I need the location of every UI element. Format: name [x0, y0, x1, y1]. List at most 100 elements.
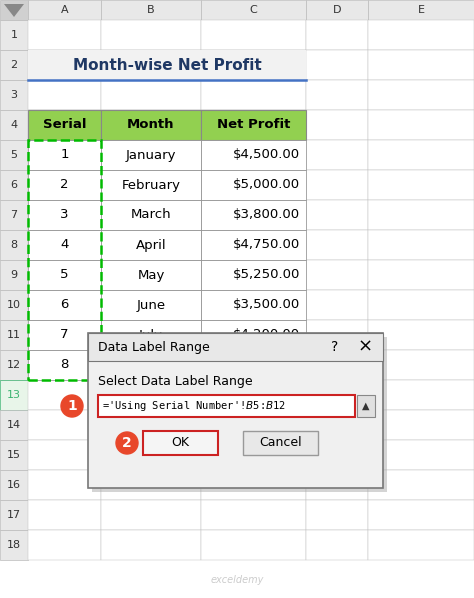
Bar	[201, 290, 306, 320]
Bar	[368, 410, 474, 440]
Bar	[28, 410, 101, 440]
Text: 6: 6	[60, 298, 69, 312]
Bar	[28, 0, 101, 20]
Bar	[101, 290, 201, 320]
Bar	[101, 200, 201, 230]
Bar	[306, 50, 368, 80]
Text: $4,600.00: $4,600.00	[233, 358, 300, 371]
Text: OK: OK	[172, 437, 190, 450]
Bar	[28, 110, 101, 140]
Bar	[28, 140, 101, 170]
Bar	[28, 350, 101, 380]
Bar	[306, 380, 368, 410]
Text: Cancel: Cancel	[259, 437, 302, 450]
Bar	[101, 350, 201, 380]
Text: August: August	[128, 358, 174, 371]
Text: 2: 2	[60, 178, 69, 191]
Bar	[101, 290, 201, 320]
Bar	[368, 200, 474, 230]
Text: D: D	[333, 5, 341, 15]
Bar	[101, 170, 201, 200]
Bar	[368, 20, 474, 50]
Bar	[306, 200, 368, 230]
Text: A: A	[61, 5, 68, 15]
Text: 18: 18	[7, 540, 21, 550]
Bar	[0, 470, 28, 500]
Text: 17: 17	[7, 510, 21, 520]
Bar	[101, 80, 201, 110]
Text: ='Using Serial Number'!$B$5:$B$12: ='Using Serial Number'!$B$5:$B$12	[102, 399, 286, 413]
Bar	[201, 20, 306, 50]
Bar	[101, 410, 201, 440]
Text: 13: 13	[7, 390, 21, 400]
Bar	[201, 290, 306, 320]
Bar	[88, 333, 383, 361]
Bar	[306, 500, 368, 530]
Bar	[101, 20, 201, 50]
Bar	[368, 0, 474, 20]
Bar	[101, 320, 201, 350]
Bar	[201, 320, 306, 350]
Bar	[28, 80, 101, 110]
Bar	[28, 170, 101, 200]
Bar	[368, 500, 474, 530]
Text: May: May	[137, 269, 164, 282]
Bar	[306, 0, 368, 20]
Bar	[306, 170, 368, 200]
Text: 2: 2	[122, 436, 132, 450]
Bar	[101, 530, 201, 560]
Text: Serial: Serial	[43, 118, 86, 132]
Bar	[201, 50, 306, 80]
Text: B: B	[147, 5, 155, 15]
Text: Select Data Label Range: Select Data Label Range	[98, 374, 253, 388]
Bar	[201, 110, 306, 140]
Bar	[306, 530, 368, 560]
Text: Net Profit: Net Profit	[217, 118, 290, 132]
Text: exceldemy: exceldemy	[210, 575, 264, 585]
Bar	[92, 337, 387, 492]
Text: March: March	[131, 209, 171, 221]
Bar	[28, 110, 101, 140]
Bar	[28, 500, 101, 530]
Bar	[368, 350, 474, 380]
Bar	[357, 395, 375, 417]
Bar	[201, 470, 306, 500]
Bar	[0, 230, 28, 260]
Bar	[368, 50, 474, 80]
Text: 10: 10	[7, 300, 21, 310]
Bar	[28, 200, 101, 230]
Polygon shape	[4, 4, 24, 17]
Text: E: E	[418, 5, 425, 15]
Text: 3: 3	[60, 209, 69, 221]
Text: 3: 3	[10, 90, 18, 100]
Bar	[28, 530, 101, 560]
Bar	[101, 140, 201, 170]
Bar	[101, 230, 201, 260]
Bar	[243, 431, 318, 455]
Bar	[101, 470, 201, 500]
Bar	[306, 410, 368, 440]
Text: $3,800.00: $3,800.00	[233, 209, 300, 221]
Text: 14: 14	[7, 420, 21, 430]
Bar	[101, 110, 201, 140]
Bar	[28, 440, 101, 470]
Bar	[368, 290, 474, 320]
Bar	[101, 320, 201, 350]
Text: 1: 1	[60, 148, 69, 161]
Bar	[368, 320, 474, 350]
Bar	[0, 410, 28, 440]
Bar	[143, 431, 218, 455]
Bar	[201, 410, 306, 440]
Bar	[201, 260, 306, 290]
Bar	[28, 260, 101, 290]
Bar	[0, 440, 28, 470]
Text: Data Label Range: Data Label Range	[98, 340, 210, 353]
Bar	[201, 350, 306, 380]
Text: $5,000.00: $5,000.00	[233, 178, 300, 191]
Bar	[28, 290, 101, 320]
Bar	[306, 440, 368, 470]
Bar	[0, 320, 28, 350]
Bar	[368, 470, 474, 500]
Bar	[0, 170, 28, 200]
Bar	[201, 140, 306, 170]
